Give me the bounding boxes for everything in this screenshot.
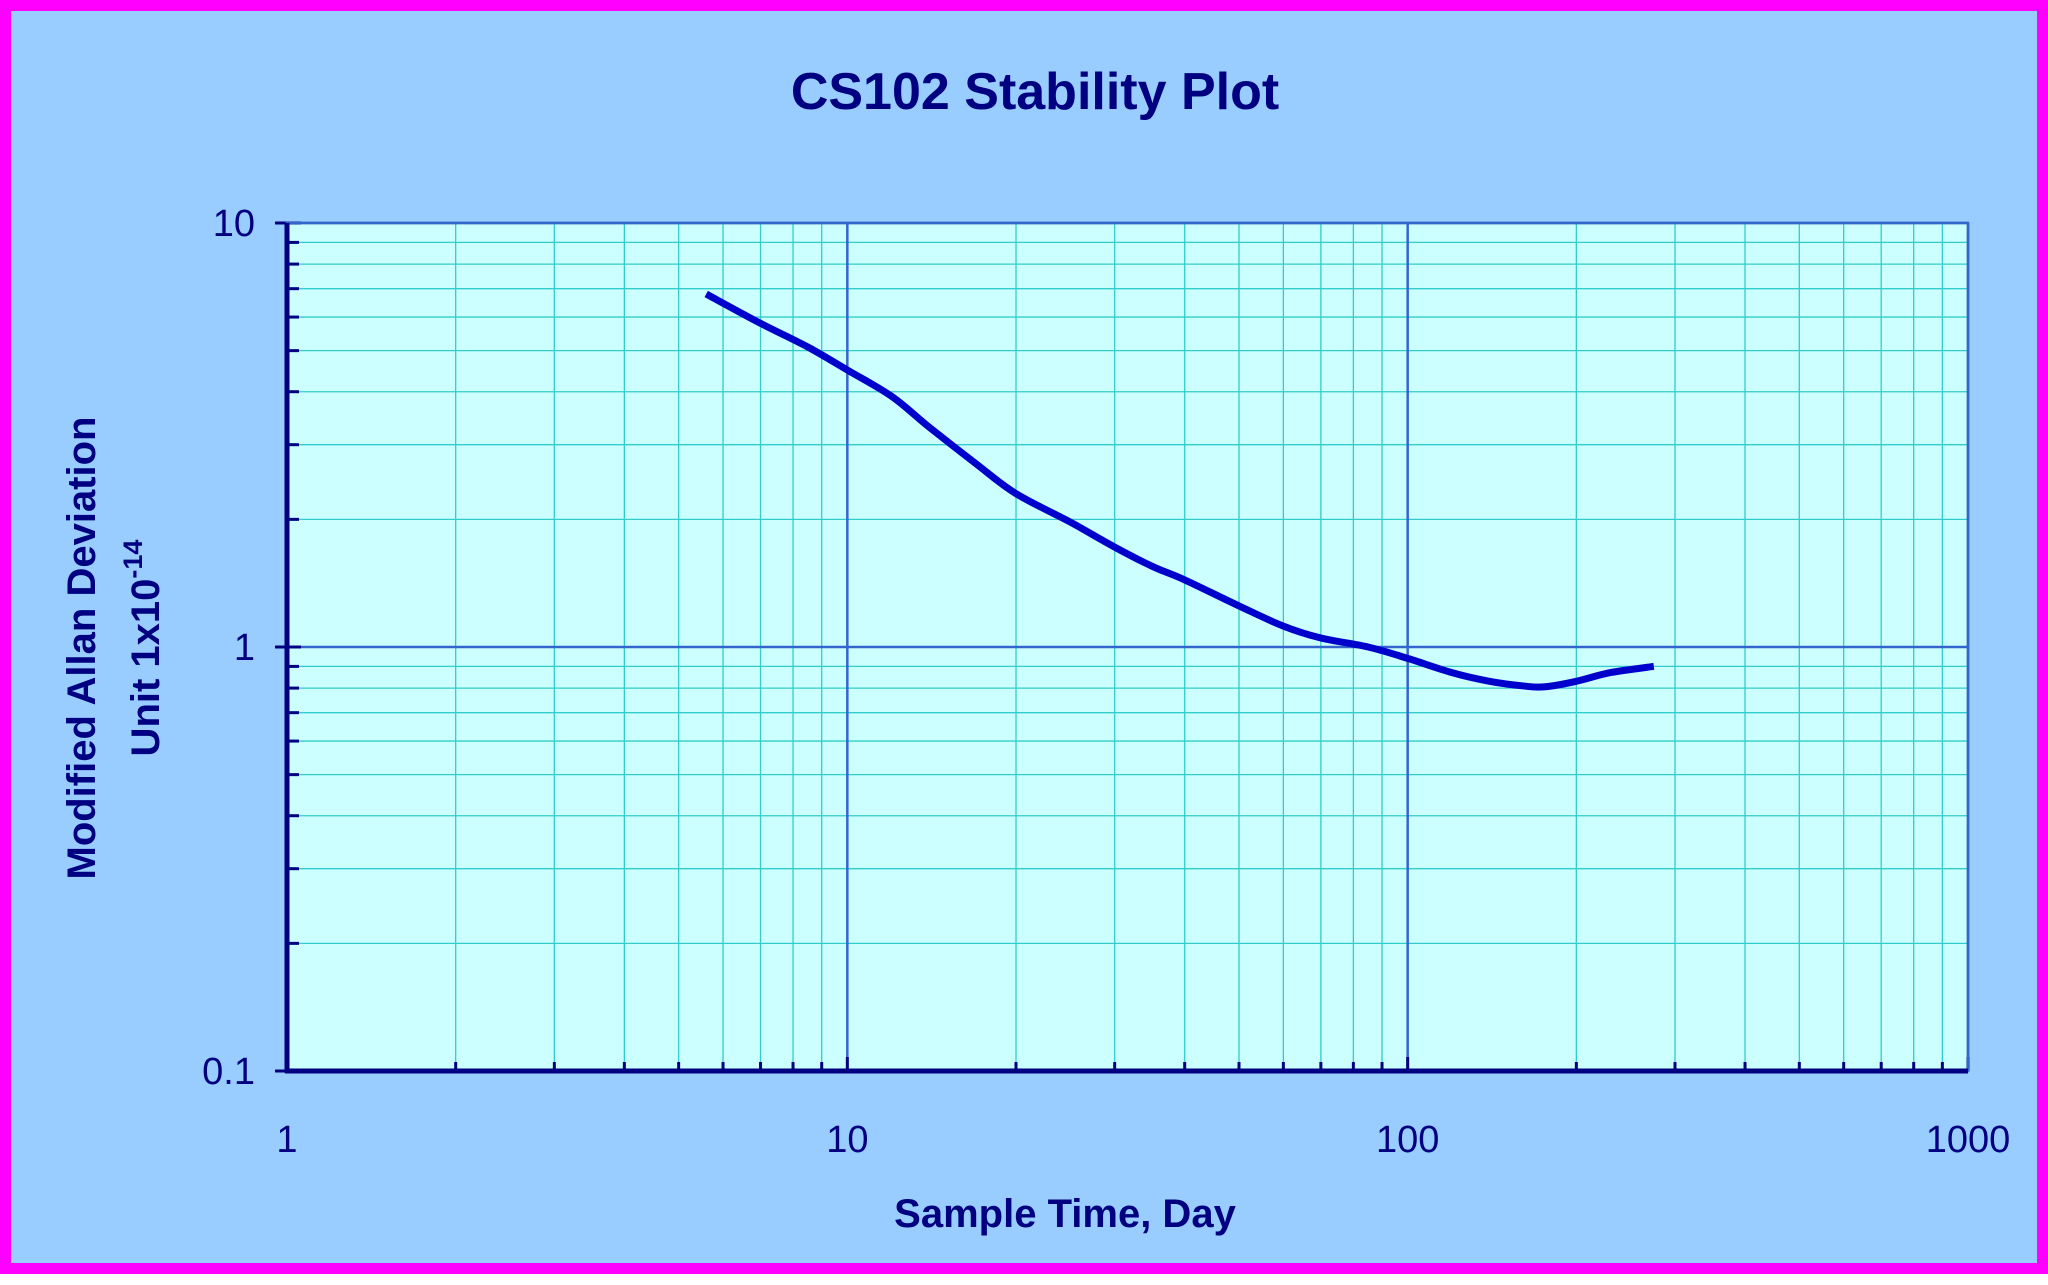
x-tick-label: 100 <box>1376 1119 1439 1161</box>
y-axis-unit-exponent: -14 <box>118 540 148 579</box>
y-tick-label: 0.1 <box>202 1051 255 1093</box>
tick-labels: 1 10 100 1000 0.1 1 10 <box>202 203 2010 1161</box>
y-axis-title-line2: Unit 1x10-14 <box>118 540 168 757</box>
y-axis-title-line1-group: Modified Allan Deviation <box>60 417 104 880</box>
y-tick-label: 1 <box>234 627 255 669</box>
x-axis-title: Sample Time, Day <box>894 1192 1236 1236</box>
y-tick-label: 10 <box>213 203 255 245</box>
y-axis-unit-text: Unit 1x10 <box>124 579 168 757</box>
chart-title: CS102 Stability Plot <box>791 63 1279 121</box>
y-axis-title-line1: Modified Allan Deviation <box>60 417 104 880</box>
data-line-series <box>704 290 1655 691</box>
axes <box>275 221 1970 1074</box>
chart-canvas: 1 10 100 1000 0.1 1 10 CS102 Stability Plot Sa… <box>60 63 2010 1236</box>
x-tick-label: 1000 <box>1926 1119 2011 1161</box>
x-tick-label: 1 <box>276 1119 297 1161</box>
grid <box>287 221 1970 1071</box>
x-tick-label: 10 <box>826 1119 868 1161</box>
y-axis-title-line2-group: Unit 1x10-14 <box>118 540 168 757</box>
series-layer <box>704 290 1655 691</box>
